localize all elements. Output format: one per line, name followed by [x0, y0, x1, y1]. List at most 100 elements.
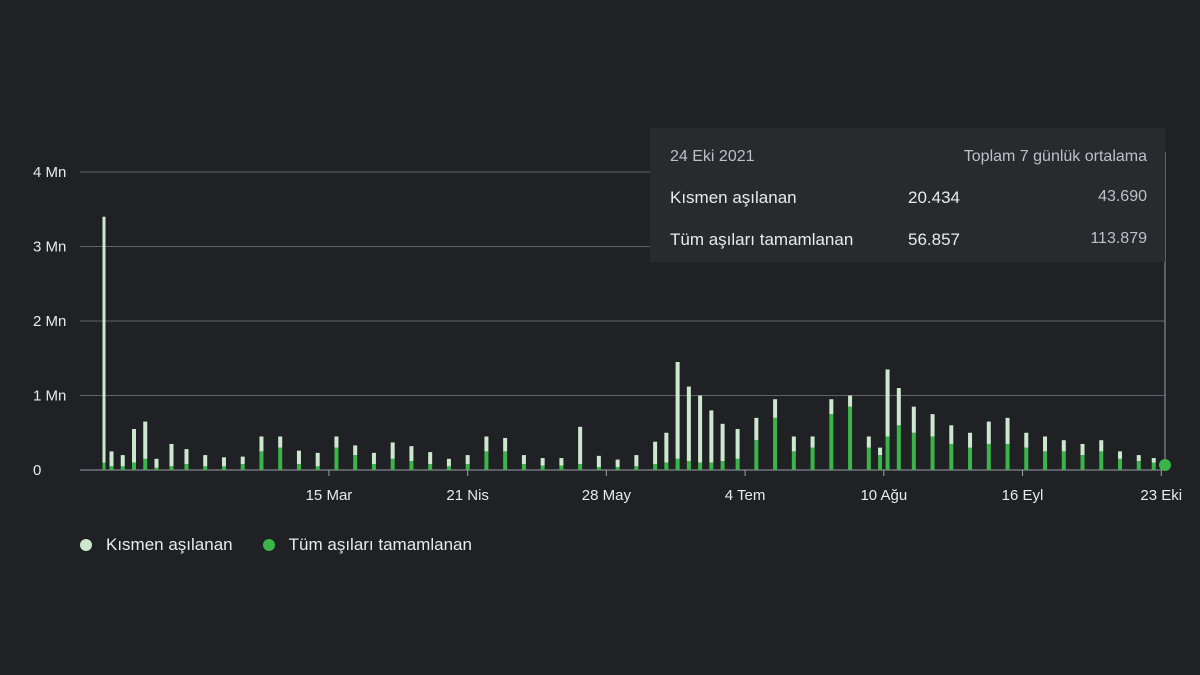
bar-partial-12	[278, 436, 283, 448]
bar-full-23	[484, 451, 489, 470]
bar-full-32	[653, 464, 658, 470]
bar-partial-17	[371, 452, 376, 465]
bar-full-60	[1099, 451, 1104, 470]
x-tick-label-0: 15 Mar	[306, 487, 353, 504]
bar-full-43	[810, 447, 815, 470]
bar-full-0	[102, 462, 106, 470]
bar-partial-0	[102, 216, 106, 463]
bar-full-62	[1136, 461, 1141, 470]
bar-partial-42	[791, 436, 796, 452]
bar-partial-61	[1118, 451, 1123, 459]
bar-full-6	[169, 466, 174, 470]
bar-full-48	[885, 436, 890, 470]
bar-full-51	[930, 436, 935, 470]
bar-partial-53	[968, 432, 973, 448]
legend-item-partial[interactable]: Kısmen aşılanan	[80, 535, 233, 555]
bar-full-44	[829, 414, 834, 470]
bar-full-5	[154, 467, 159, 470]
bar-partial-33	[664, 432, 669, 463]
y-tick-label-0: 0	[33, 462, 41, 479]
bar-partial-44	[829, 399, 834, 415]
bar-full-29	[596, 467, 601, 470]
bar-partial-9	[221, 457, 226, 467]
bar-full-61	[1118, 458, 1123, 470]
bar-full-49	[896, 425, 901, 470]
legend-label-full: Tüm aşıları tamamlanan	[288, 535, 472, 554]
bar-full-16	[353, 455, 358, 470]
bar-full-26	[540, 465, 545, 470]
x-axis: 15 Mar 21 Nis 28 May 4 Tem 10 Ağu 16 Eyl 23 Ek…	[306, 470, 1182, 504]
bar-partial-41	[773, 399, 778, 418]
bar-full-59	[1080, 455, 1085, 470]
bar-full-30	[615, 467, 620, 470]
bar-partial-48	[885, 369, 890, 437]
bar-partial-2	[120, 455, 125, 467]
bar-full-45	[848, 406, 853, 470]
bar-partial-40	[754, 417, 759, 441]
bar-partial-62	[1136, 455, 1141, 462]
bar-full-15	[334, 447, 339, 470]
bar-full-12	[278, 447, 283, 470]
bar-partial-22	[465, 455, 470, 465]
legend-label-partial: Kısmen aşılanan	[106, 535, 233, 554]
y-tick-label-3: 3 Mn	[33, 239, 66, 256]
bar-partial-26	[540, 458, 545, 466]
tooltip: 24 Eki 2021 Toplam 7 günlük ortalama Kıs…	[650, 128, 1165, 262]
legend-item-full[interactable]: Tüm aşıları tamamlanan	[262, 535, 472, 555]
tooltip-row-partial-total: 20.434	[908, 188, 960, 207]
bar-full-17	[371, 464, 376, 470]
bar-partial-49	[896, 388, 901, 426]
bar-partial-10	[240, 456, 245, 465]
hover-marker	[1159, 152, 1171, 471]
bar-full-55	[1005, 443, 1010, 470]
legend-dot-full-icon	[262, 539, 275, 551]
tooltip-row-partial-label: Kısmen aşılanan	[670, 188, 797, 207]
bar-full-42	[791, 451, 796, 470]
bar-partial-5	[154, 458, 159, 468]
bar-full-41	[773, 417, 778, 470]
legend-dot-partial-icon	[80, 539, 92, 551]
bar-partial-34	[675, 361, 680, 459]
bar-full-4	[143, 458, 148, 470]
bar-partial-21	[446, 458, 451, 467]
x-tick-label-2: 28 May	[582, 487, 632, 504]
bar-full-33	[664, 462, 669, 470]
bar-full-2	[120, 466, 125, 470]
tooltip-header: Toplam 7 günlük ortalama	[963, 148, 1147, 165]
bar-full-54	[986, 443, 991, 470]
bar-partial-55	[1005, 417, 1010, 444]
x-tick-label-4: 10 Ağu	[860, 487, 907, 504]
bar-partial-16	[353, 445, 358, 456]
tooltip-row-full-total: 56.857	[908, 230, 960, 249]
bar-full-37	[709, 462, 714, 470]
tooltip-row-full-avg: 113.879	[1090, 230, 1147, 247]
bar-partial-56	[1024, 432, 1029, 448]
bar-full-39	[735, 458, 740, 470]
bar-full-52	[949, 443, 954, 470]
x-tick-label-5: 16 Eyl	[1002, 487, 1044, 504]
bar-full-7	[184, 464, 189, 470]
legend: Kısmen aşılanan Tüm aşıları tamamlanan	[80, 535, 502, 555]
bar-full-14	[315, 466, 320, 470]
bar-partial-45	[848, 395, 853, 407]
x-tick-label-3: 4 Tem	[725, 487, 766, 504]
bar-full-34	[675, 458, 680, 470]
bar-full-25	[521, 464, 526, 470]
y-axis: 0 1 Mn 2 Mn 3 Mn 4 Mn	[33, 164, 66, 479]
bar-full-50	[911, 432, 916, 470]
bar-full-28	[578, 464, 583, 470]
bar-partial-31	[634, 455, 639, 467]
bar-partial-35	[686, 386, 691, 462]
bar-full-1	[109, 466, 114, 470]
bar-partial-32	[653, 441, 658, 465]
bar-full-27	[559, 465, 564, 470]
bar-partial-8	[203, 455, 208, 467]
bar-full-53	[968, 447, 973, 470]
bar-full-56	[1024, 447, 1029, 470]
bar-full-3	[131, 462, 136, 470]
bar-full-38	[720, 461, 725, 470]
y-tick-label-4: 4 Mn	[33, 164, 66, 181]
bar-full-57	[1043, 451, 1048, 470]
bar-partial-43	[810, 436, 815, 448]
